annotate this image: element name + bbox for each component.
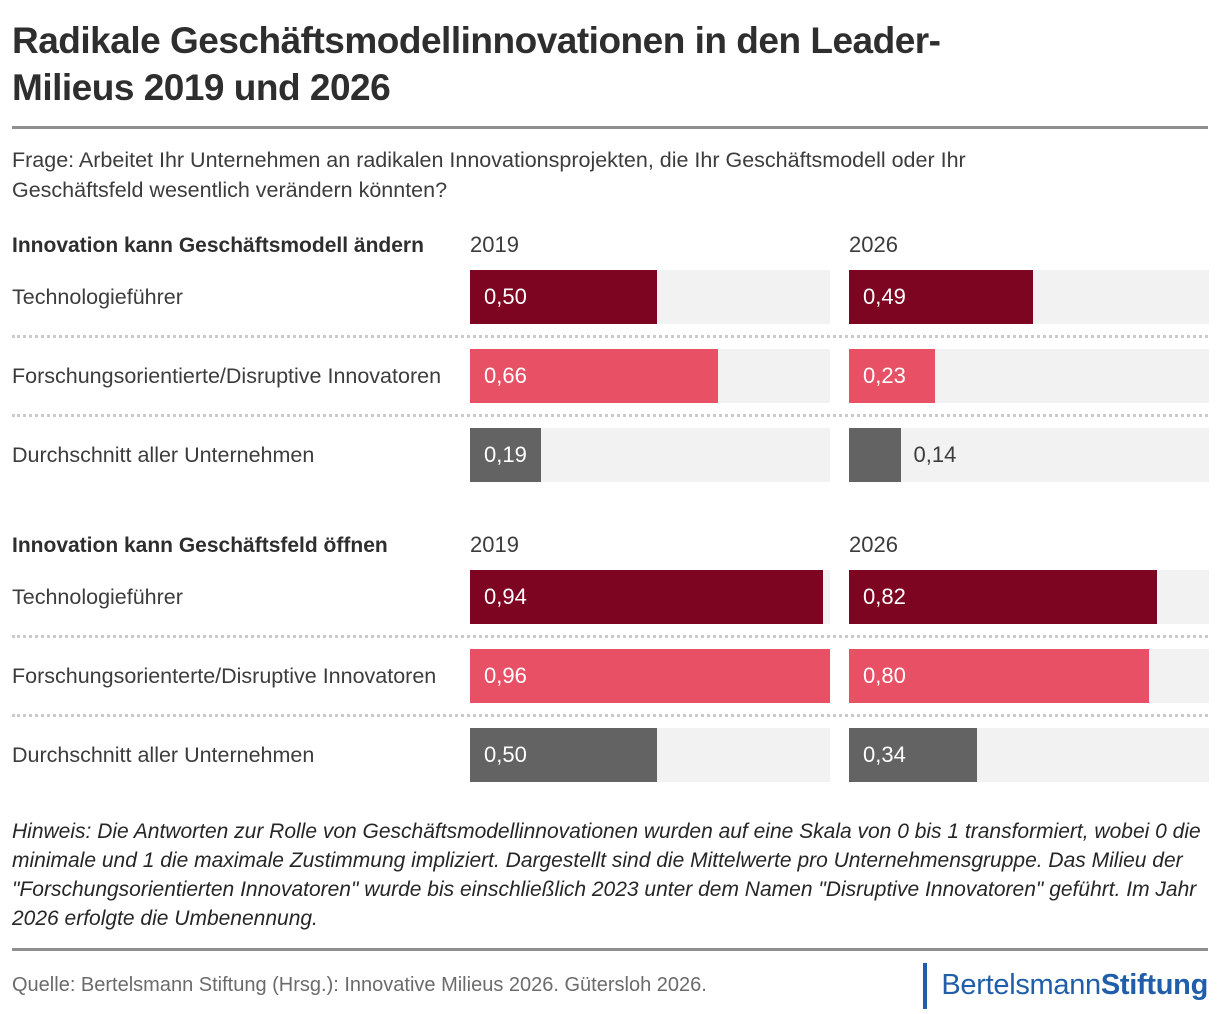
table-row: Forschungsorientierte/Disruptive Innovat… [12, 349, 1209, 403]
table-row: Forschungsorienterte/Disruptive Innovato… [12, 649, 1209, 703]
logo-text-bertelsmann: Bertelsmann [941, 969, 1101, 1002]
row-separator [12, 714, 1208, 717]
bar-track-2019: 0,66 [470, 349, 830, 403]
bar-fill [849, 728, 977, 782]
bar-fill [470, 349, 718, 403]
table-row: Durchschnitt aller Unternehmen 0,50 0,34 [12, 728, 1209, 782]
table-row: Technologieführer 0,50 0,49 [12, 270, 1209, 324]
page-title: Radikale Geschäftsmodellinnovationen in … [12, 18, 1208, 112]
bar-track-2026: 0,82 [849, 570, 1209, 624]
bar-fill [470, 428, 542, 482]
bar-fill [470, 728, 658, 782]
year-header-2019: 2019 [470, 532, 519, 557]
question-text: Frage: Arbeitet Ihr Unternehmen an radik… [12, 147, 966, 203]
year-header-2019: 2019 [470, 232, 519, 257]
bar-fill [849, 570, 1157, 624]
table-row: Technologieführer 0,94 0,82 [12, 570, 1209, 624]
bar-value-label: 0,82 [863, 584, 906, 609]
bar-fill [470, 570, 823, 624]
bar-value-label: 0,50 [484, 742, 527, 767]
row-separator [12, 335, 1208, 338]
bar-value-label: 0,19 [484, 442, 527, 467]
row-label: Durchschnitt aller Unternehmen [12, 442, 315, 467]
bar-value-label: 0,96 [484, 663, 527, 688]
logo-text: BertelsmannStiftung [941, 969, 1208, 1002]
section-header-row: Innovation kann Geschäftsfeld öffnen 201… [12, 532, 1208, 558]
bar-fill [470, 649, 830, 703]
bar-fill [849, 270, 1033, 324]
section-header-row: Innovation kann Geschäftsmodell ändern 2… [12, 232, 1208, 258]
bar-fill [470, 270, 658, 324]
bar-value-label: 0,50 [484, 284, 527, 309]
bar-track-2026: 0,23 [849, 349, 1209, 403]
bar-track-2026: 0,14 [849, 428, 1209, 482]
table-row: Durchschnitt aller Unternehmen 0,19 0,14 [12, 428, 1209, 482]
bar-track-2019: 0,50 [470, 728, 830, 782]
bar-value-label: 0,80 [863, 663, 906, 688]
bar-track-2026: 0,80 [849, 649, 1209, 703]
bar-track-2019: 0,50 [470, 270, 830, 324]
bar-track-2019: 0,96 [470, 649, 830, 703]
title-divider [12, 125, 1208, 129]
bar-value-label: 0,66 [484, 363, 527, 388]
row-label: Technologieführer [12, 584, 183, 609]
row-separator [12, 414, 1208, 417]
bar-value-label: 0,94 [484, 584, 527, 609]
bar-fill [849, 649, 1149, 703]
bar-value-label: 0,34 [863, 742, 906, 767]
section-title: Innovation kann Geschäftsfeld öffnen [12, 534, 388, 557]
year-header-2026: 2026 [849, 532, 898, 557]
bar-track-2019: 0,94 [470, 570, 830, 624]
bar-value-label: 0,49 [863, 284, 906, 309]
row-separator [12, 635, 1208, 638]
row-label: Technologieführer [12, 284, 183, 309]
bar-fill [849, 349, 936, 403]
bar-track-2019: 0,19 [470, 428, 830, 482]
section-title: Innovation kann Geschäftsmodell ändern [12, 234, 424, 257]
row-label: Forschungsorientierte/Disruptive Innovat… [12, 363, 442, 388]
logo-bar-icon [923, 962, 928, 1009]
section-geschaeftsfeld: Innovation kann Geschäftsfeld öffnen 201… [12, 532, 1209, 782]
bertelsmann-stiftung-logo: BertelsmannStiftung [923, 962, 1208, 1009]
bar-value-label: 0,14 [913, 442, 957, 467]
page-title-line2: Milieus 2019 und 2026 [12, 66, 391, 108]
bar-value-label: 0,23 [863, 363, 906, 388]
bar-track-2026: 0,34 [849, 728, 1209, 782]
bar-track-2026: 0,49 [849, 270, 1209, 324]
note-text: Hinweis: Die Antworten zur Rolle von Ges… [12, 820, 1201, 930]
year-header-2026: 2026 [849, 232, 898, 257]
page-title-line1: Radikale Geschäftsmodellinnovationen in … [12, 20, 941, 61]
row-label: Forschungsorienterte/Disruptive Innovato… [12, 663, 437, 688]
footer: Quelle: Bertelsmann Stiftung (Hrsg.): In… [12, 962, 1208, 1009]
section-geschaeftsmodell: Innovation kann Geschäftsmodell ändern 2… [12, 232, 1209, 482]
bar-fill [849, 428, 902, 482]
footer-divider [12, 947, 1208, 951]
logo-text-stiftung: Stiftung [1100, 969, 1208, 1002]
row-label: Durchschnitt aller Unternehmen [12, 742, 315, 767]
source-text: Quelle: Bertelsmann Stiftung (Hrsg.): In… [12, 974, 707, 997]
